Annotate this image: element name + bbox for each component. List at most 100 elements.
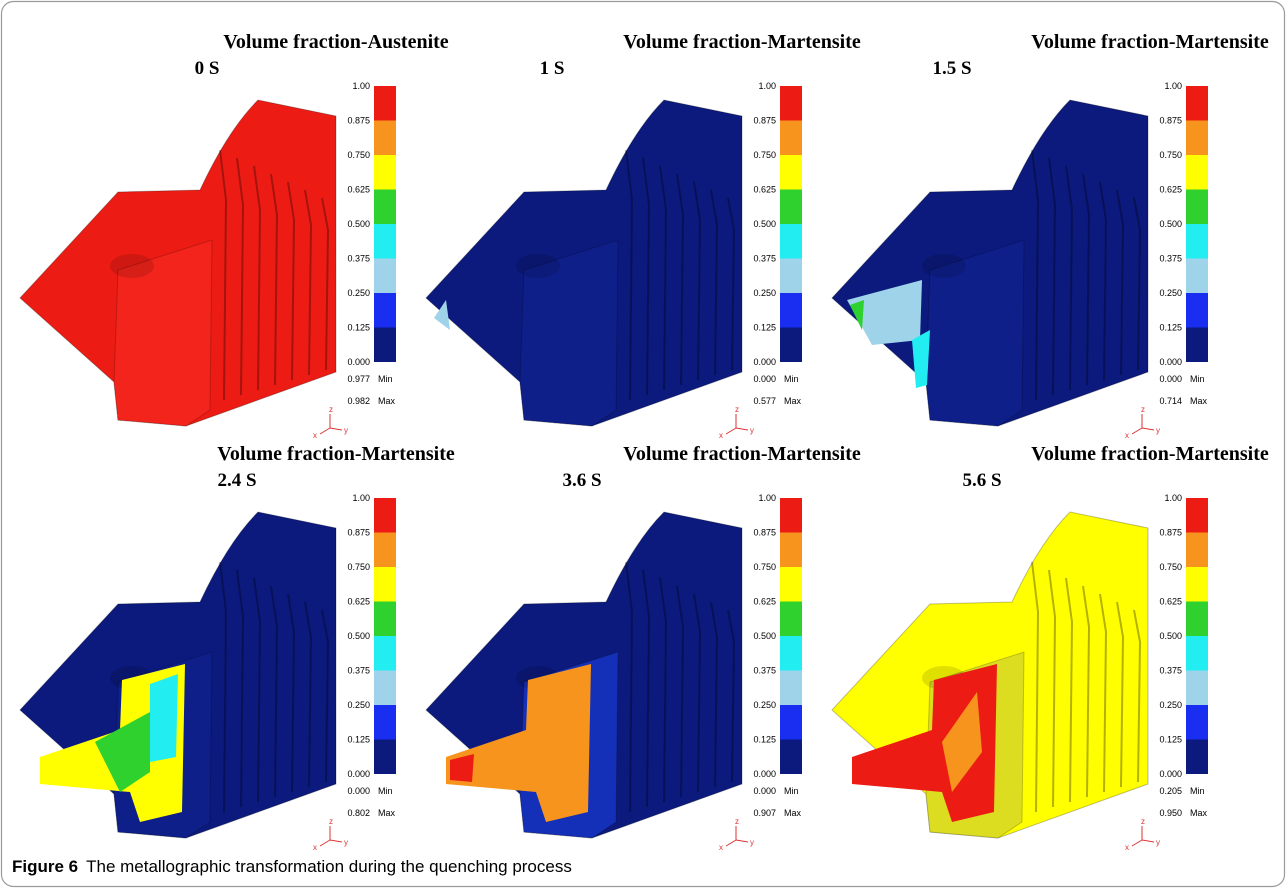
axis-triad — [1132, 414, 1154, 434]
color-bar-label: 0.375 — [347, 254, 370, 264]
color-bar-segment — [1186, 740, 1208, 775]
max-value: 0.907 — [753, 808, 776, 818]
axis-triad — [726, 414, 748, 434]
color-bar-label: 0.625 — [753, 597, 776, 607]
color-bar-label: 1.00 — [758, 493, 776, 503]
phase-region — [150, 674, 178, 762]
color-bar-label: 0.500 — [1159, 631, 1182, 641]
axis-triad — [320, 414, 342, 434]
color-bar-segment — [1186, 533, 1208, 568]
color-bar-label: 0.250 — [1159, 288, 1182, 298]
triad-label: z — [1141, 405, 1145, 414]
color-bar-label: 0.375 — [347, 666, 370, 676]
color-bar-label: 0.375 — [1159, 254, 1182, 264]
color-bar-segment — [374, 259, 396, 294]
color-bar-segment — [780, 567, 802, 602]
color-bar-segment — [780, 705, 802, 740]
phase-region — [912, 330, 930, 388]
triad-label: x — [1125, 431, 1129, 440]
color-bar-segment — [1186, 602, 1208, 637]
color-bar-segment — [780, 328, 802, 363]
time-label: 5.6 S — [962, 470, 1001, 491]
color-bar-label: 0.250 — [753, 700, 776, 710]
color-bar-label: 0.125 — [1159, 323, 1182, 333]
color-bar-label: 0.750 — [347, 562, 370, 572]
triad-label: z — [735, 405, 739, 414]
triad-label: x — [719, 843, 723, 852]
color-bar-segment — [374, 533, 396, 568]
min-value: 0.000 — [753, 374, 776, 384]
color-bar-segment — [780, 533, 802, 568]
min-label: Min — [784, 374, 799, 384]
panel: Volume fraction-Martensite1 S1.000.8750.… — [426, 31, 861, 440]
color-bar-segment — [780, 121, 802, 156]
time-label: 1.5 S — [932, 58, 971, 79]
color-bar-segment — [1186, 636, 1208, 671]
time-label: 3.6 S — [562, 470, 601, 491]
color-bar-segment — [780, 155, 802, 190]
color-bar-segment — [374, 567, 396, 602]
color-bar-segment — [1186, 224, 1208, 259]
color-bar-label: 0.500 — [753, 631, 776, 641]
min-label: Min — [1190, 374, 1205, 384]
max-value: 0.982 — [347, 396, 370, 406]
color-bar-label: 0.750 — [347, 150, 370, 160]
min-label: Min — [378, 786, 393, 796]
panel-title: Volume fraction-Martensite — [217, 443, 455, 465]
panel-title: Volume fraction-Austenite — [223, 31, 448, 53]
color-bar-label: 1.00 — [352, 493, 370, 503]
color-bar-segment — [1186, 498, 1208, 533]
time-label: 1 S — [540, 58, 565, 79]
triad-label: y — [344, 838, 348, 847]
color-bar-segment — [374, 121, 396, 156]
color-bar-label: 0.125 — [347, 735, 370, 745]
color-bar-segment — [374, 740, 396, 775]
color-bar-segment — [780, 671, 802, 706]
triad-label: z — [329, 817, 333, 826]
color-bar-segment — [374, 155, 396, 190]
axis-triad — [726, 826, 748, 846]
color-bar-label: 0.750 — [1159, 562, 1182, 572]
gear-hole — [922, 254, 966, 278]
color-bar-label: 1.00 — [1164, 493, 1182, 503]
color-bar-segment — [780, 636, 802, 671]
min-value: 0.977 — [347, 374, 370, 384]
triad-label: x — [313, 431, 317, 440]
axis-triad — [1132, 826, 1154, 846]
color-bar-segment — [1186, 293, 1208, 328]
max-label: Max — [1190, 396, 1208, 406]
max-label: Max — [378, 808, 396, 818]
color-bar-label: 0.500 — [347, 219, 370, 229]
color-bar-segment — [1186, 86, 1208, 121]
color-bar-segment — [374, 224, 396, 259]
min-value: 0.205 — [1159, 786, 1182, 796]
color-bar-segment — [780, 86, 802, 121]
color-bar-label: 0.375 — [753, 254, 776, 264]
max-value: 0.802 — [347, 808, 370, 818]
color-bar-segment — [374, 498, 396, 533]
color-bar-label: 0.000 — [753, 769, 776, 779]
color-bar-segment — [1186, 259, 1208, 294]
triad-label: x — [313, 843, 317, 852]
color-bar-label: 0.750 — [753, 562, 776, 572]
min-value: 0.000 — [753, 786, 776, 796]
max-value: 0.577 — [753, 396, 776, 406]
color-bar-label: 0.000 — [1159, 769, 1182, 779]
color-bar-label: 0.625 — [1159, 185, 1182, 195]
color-bar-segment — [780, 190, 802, 225]
panel-title: Volume fraction-Martensite — [1031, 443, 1269, 465]
color-bar-segment — [374, 293, 396, 328]
caption-text: The metallographic transformation during… — [86, 857, 572, 876]
panel-title: Volume fraction-Martensite — [1031, 31, 1269, 53]
color-bar-label: 0.125 — [1159, 735, 1182, 745]
color-bar-label: 0.250 — [347, 700, 370, 710]
color-bar-segment — [374, 86, 396, 121]
color-bar-segment — [374, 190, 396, 225]
panel-title: Volume fraction-Martensite — [623, 31, 861, 53]
triad-label: y — [750, 426, 754, 435]
caption-label: Figure 6 — [12, 857, 78, 876]
max-value: 0.714 — [1159, 396, 1182, 406]
triad-label: y — [1156, 838, 1160, 847]
max-value: 0.950 — [1159, 808, 1182, 818]
